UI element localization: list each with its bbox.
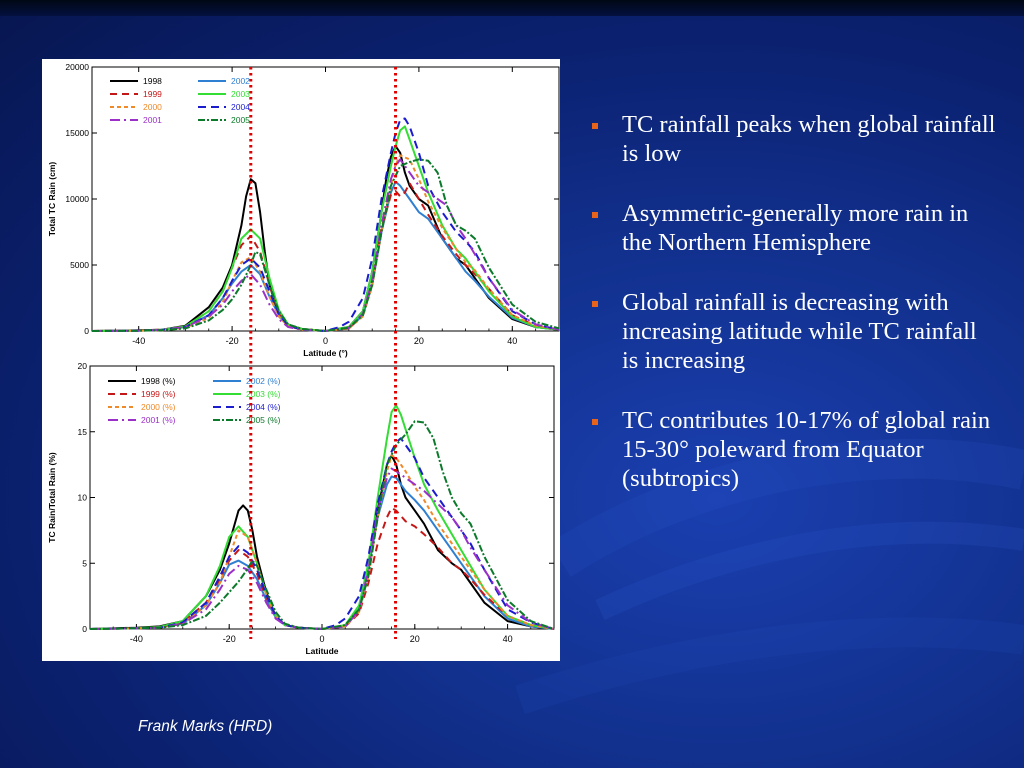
top-x-tick-label: 0 bbox=[323, 336, 328, 346]
bottom-series-line-7 bbox=[89, 420, 555, 630]
top-legend-label: 2003 bbox=[231, 89, 250, 99]
bottom-legend-label: 2002 (%) bbox=[246, 376, 281, 386]
bottom-legend-label: 2000 (%) bbox=[141, 402, 176, 412]
bullet-marker bbox=[592, 419, 598, 425]
bottom-legend-label: 2001 (%) bbox=[141, 415, 176, 425]
bullet-item: TC contributes 10-17% of global rain 15-… bbox=[586, 406, 996, 493]
top-x-tick-label: 40 bbox=[507, 336, 517, 346]
bottom-series-line-2 bbox=[89, 507, 555, 630]
top-legend-label: 2001 bbox=[143, 115, 162, 125]
bottom-y-tick-label: 10 bbox=[78, 493, 88, 503]
bottom-series-line-3 bbox=[89, 404, 555, 630]
bottom-y-axis-label: TC Rain/Total Rain (%) bbox=[47, 452, 57, 543]
bottom-series-line-0 bbox=[89, 454, 555, 630]
top-x-tick-label: -20 bbox=[226, 336, 239, 346]
bottom-series-line-4 bbox=[89, 454, 555, 630]
bullet-marker bbox=[592, 212, 598, 218]
bullet-text: Asymmetric-generally more rain in the No… bbox=[622, 200, 969, 256]
bullet-list: TC rainfall peaks when global rainfall i… bbox=[586, 110, 996, 524]
bottom-x-tick-label: 0 bbox=[319, 634, 324, 644]
top-y-tick-label: 20000 bbox=[65, 62, 89, 72]
top-y-axis-label: Total TC Rain (cm) bbox=[47, 162, 57, 237]
bottom-x-tick-label: 20 bbox=[410, 634, 420, 644]
bottom-x-tick-label: 40 bbox=[503, 634, 513, 644]
top-legend-label: 2002 bbox=[231, 76, 250, 86]
chart-svg: -40 -20 0 20 4005000100001500020000Latitude … bbox=[47, 62, 560, 656]
bottom-legend-label: 2003 (%) bbox=[246, 389, 281, 399]
bottom-legend-label: 2004 (%) bbox=[246, 402, 281, 412]
top-series-line-2 bbox=[91, 182, 560, 332]
bullet-text: TC rainfall peaks when global rainfall i… bbox=[622, 111, 996, 167]
top-y-tick-label: 0 bbox=[84, 326, 89, 336]
credit-text: Frank Marks (HRD) bbox=[138, 718, 273, 735]
top-series-line-1 bbox=[91, 180, 560, 332]
bottom-series-line-6 bbox=[89, 467, 555, 630]
bullet-item: TC rainfall peaks when global rainfall i… bbox=[586, 110, 996, 168]
bottom-legend-label: 2005 (%) bbox=[246, 415, 281, 425]
top-series-line-6 bbox=[91, 158, 560, 332]
top-legend-label: 1999 bbox=[143, 89, 162, 99]
bottom-y-tick-label: 15 bbox=[78, 427, 88, 437]
bottom-x-tick-label: -40 bbox=[130, 634, 143, 644]
bullet-item: Global rainfall is decreasing with incre… bbox=[586, 288, 996, 375]
top-series-line-3 bbox=[91, 125, 560, 332]
bullet-text: Global rainfall is decreasing with incre… bbox=[622, 289, 977, 374]
bottom-x-tick-label: -20 bbox=[223, 634, 236, 644]
bottom-y-tick-label: 20 bbox=[78, 361, 88, 371]
bullet-marker bbox=[592, 123, 598, 129]
top-series-line-4 bbox=[91, 154, 560, 332]
top-x-tick-label: -40 bbox=[132, 336, 145, 346]
top-x-axis-label: Latitude (°) bbox=[303, 348, 348, 358]
top-legend-label: 2004 bbox=[231, 102, 250, 112]
bottom-legend-label: 1999 (%) bbox=[141, 389, 176, 399]
top-bar bbox=[0, 0, 1024, 16]
top-legend-label: 1998 bbox=[143, 76, 162, 86]
bottom-y-tick-label: 5 bbox=[82, 558, 87, 568]
top-y-tick-label: 10000 bbox=[65, 194, 89, 204]
top-series-line-0 bbox=[91, 145, 560, 332]
bottom-y-tick-label: 0 bbox=[82, 624, 87, 634]
top-series-line-7 bbox=[91, 158, 560, 332]
chart-figure: -40 -20 0 20 40 0 5000 10000 15000 20000 Latitude … bbox=[42, 59, 560, 661]
top-legend-label: 2005 bbox=[231, 115, 250, 125]
top-y-tick-label: 15000 bbox=[65, 128, 89, 138]
bottom-series-line-5 bbox=[89, 437, 555, 630]
top-y-tick-label: 5000 bbox=[70, 260, 89, 270]
top-legend-label: 2000 bbox=[143, 102, 162, 112]
bullet-text: TC contributes 10-17% of global rain 15-… bbox=[622, 407, 991, 492]
bullet-item: Asymmetric-generally more rain in the No… bbox=[586, 199, 996, 257]
top-x-tick-label: 20 bbox=[414, 336, 424, 346]
top-series-line-5 bbox=[91, 117, 560, 332]
bullet-marker bbox=[592, 301, 598, 307]
bottom-legend-label: 1998 (%) bbox=[141, 376, 176, 386]
bottom-x-axis-label: Latitude bbox=[305, 646, 338, 656]
bottom-series-line-1 bbox=[89, 475, 555, 630]
